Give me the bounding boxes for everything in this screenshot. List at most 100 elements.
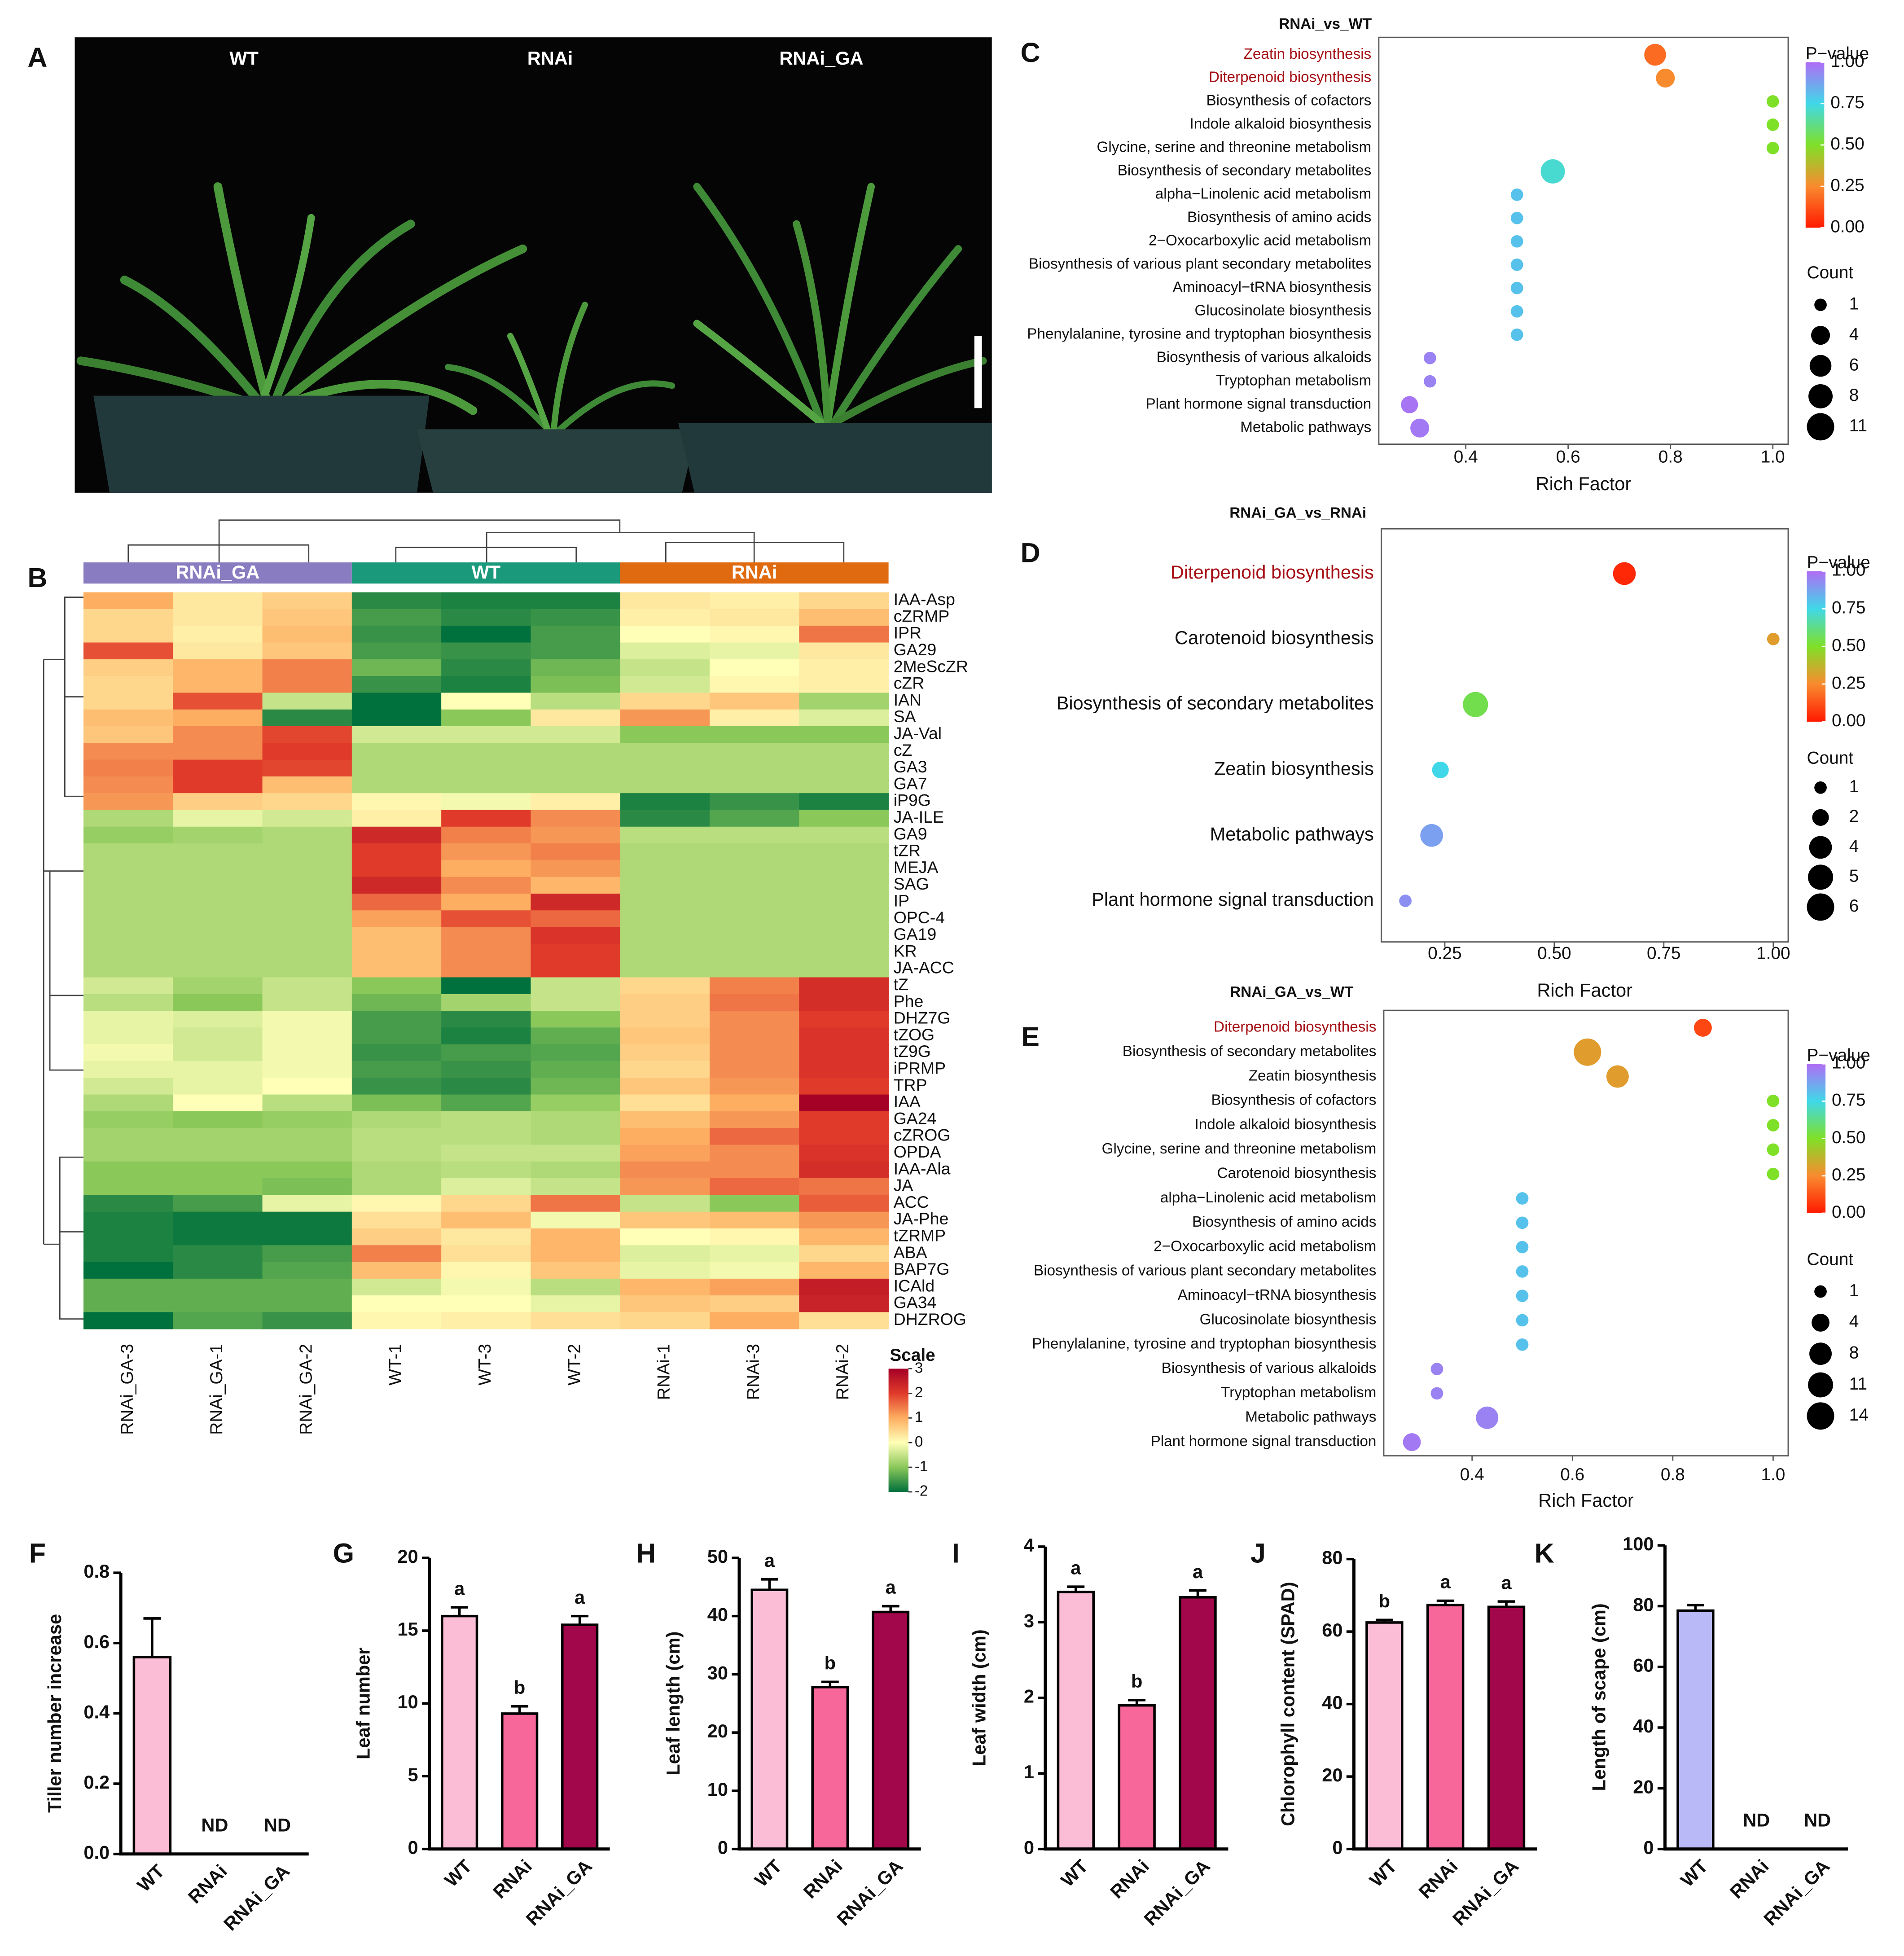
heat-cell (799, 1078, 889, 1095)
category-label: Tryptophan metabolism (1221, 1384, 1376, 1401)
pot (678, 423, 992, 493)
category-label: Biosynthesis of various alkaloids (1162, 1360, 1377, 1377)
heat-cell (83, 1295, 174, 1313)
row-label: IAN (894, 690, 921, 709)
heat-cell (799, 860, 889, 877)
bubble (1766, 118, 1779, 131)
heat-cell (83, 759, 174, 777)
heat-cell (441, 1111, 531, 1129)
bubble (1510, 305, 1523, 318)
heat-cell (710, 1211, 800, 1229)
heat-cell (262, 776, 352, 794)
x-axis-label: Rich Factor (1538, 1490, 1634, 1511)
row-label: SA (894, 707, 916, 726)
heat-cell (799, 1161, 889, 1179)
heat-cell (441, 1078, 531, 1095)
heat-cell (173, 743, 263, 760)
heat-cell (351, 659, 442, 676)
size-legend-label: 14 (1849, 1405, 1869, 1425)
heat-cell (620, 826, 710, 844)
bubble (1767, 632, 1780, 645)
plot-frame (1383, 1009, 1789, 1456)
heat-cell (620, 626, 710, 643)
bar (811, 1686, 849, 1851)
x-tick-label: 0.4 (1460, 1465, 1484, 1484)
heat-cell (620, 910, 710, 928)
heat-cell (173, 1295, 263, 1313)
annotation: ND (1804, 1810, 1831, 1831)
heat-cell (531, 1061, 621, 1079)
row-label: iPRMP (894, 1059, 946, 1078)
colorbar-tick-label: 0.50 (1830, 134, 1865, 153)
category-label: Diterpenoid biosynthesis (1214, 1019, 1376, 1035)
heat-cell (531, 592, 621, 610)
category-label: Phenylalanine, tyrosine and tryptophan b… (1027, 326, 1371, 342)
heat-cell (441, 943, 531, 961)
heat-cell (531, 709, 621, 727)
heat-cell (351, 676, 442, 693)
heat-cell (441, 910, 531, 928)
x-axis-label: Rich Factor (1536, 473, 1632, 494)
y-tick-label: 20 (1322, 1764, 1342, 1785)
panel-letter: D (1021, 538, 1040, 568)
heat-cell (173, 893, 263, 911)
heat-cell (173, 1262, 263, 1279)
row-label: cZ (894, 741, 913, 759)
plot-frame (1381, 528, 1789, 943)
size-legend-marker (1807, 864, 1834, 890)
heat-cell (441, 1011, 531, 1028)
heat-cell (262, 1278, 352, 1296)
heat-cell (799, 1195, 889, 1212)
heat-cell (531, 726, 621, 744)
column-label: RNAi_GA-1 (207, 1344, 226, 1435)
size-legend-label: 4 (1849, 837, 1859, 856)
heat-cell (710, 1011, 800, 1028)
size-legend-marker (1808, 1372, 1833, 1398)
heat-cell (441, 1178, 531, 1196)
row-label: OPDA (894, 1142, 941, 1161)
y-tick-label: 0.4 (83, 1701, 110, 1722)
heat-cell (83, 1078, 174, 1095)
category-label: alpha−Linolenic acid metabolism (1160, 1189, 1377, 1206)
row-label: GA19 (894, 925, 937, 943)
heat-cell (710, 1094, 800, 1112)
colorbar-tick-label: 0.75 (1830, 93, 1865, 112)
heat-cell (441, 927, 531, 944)
heat-cell (351, 826, 442, 844)
error-bar (143, 1617, 161, 1658)
significance-letter: a (1070, 1557, 1081, 1578)
heat-cell (441, 810, 531, 827)
heat-cell (710, 1078, 800, 1095)
heat-cell (173, 843, 263, 861)
heat-cell (441, 693, 531, 710)
heat-cell (799, 1061, 889, 1079)
heat-cell (351, 709, 442, 727)
heat-cell (351, 1262, 442, 1279)
heat-cell (441, 1128, 531, 1145)
heat-cell (83, 592, 174, 610)
heat-cell (262, 810, 352, 827)
heat-cell (173, 810, 263, 827)
heat-cell (710, 609, 800, 627)
heat-cell (441, 877, 531, 894)
category-label: Zeatin biosynthesis (1249, 1067, 1377, 1084)
heat-cell (83, 860, 174, 877)
heat-cell (351, 977, 442, 995)
heat-cell (710, 977, 800, 995)
heat-cell (441, 609, 531, 627)
scale-tick-label: -1 (915, 1458, 928, 1475)
panel-letter: A (27, 42, 47, 73)
heat-cell (799, 927, 889, 944)
category-label: Carotenoid biosynthesis (1217, 1165, 1376, 1181)
heat-cell (531, 826, 621, 844)
heat-cell (531, 659, 621, 676)
heat-cell (531, 943, 621, 961)
heat-cell (83, 659, 174, 676)
heat-cell (83, 1027, 174, 1045)
heat-cell (531, 743, 621, 760)
heat-cell (83, 877, 174, 894)
heat-cell (620, 1078, 710, 1095)
category-label: Aminoacyl−tRNA biosynthesis (1173, 279, 1372, 296)
y-axis-label: Leaf number (352, 1647, 373, 1759)
y-tick-label: 0.6 (83, 1631, 110, 1652)
